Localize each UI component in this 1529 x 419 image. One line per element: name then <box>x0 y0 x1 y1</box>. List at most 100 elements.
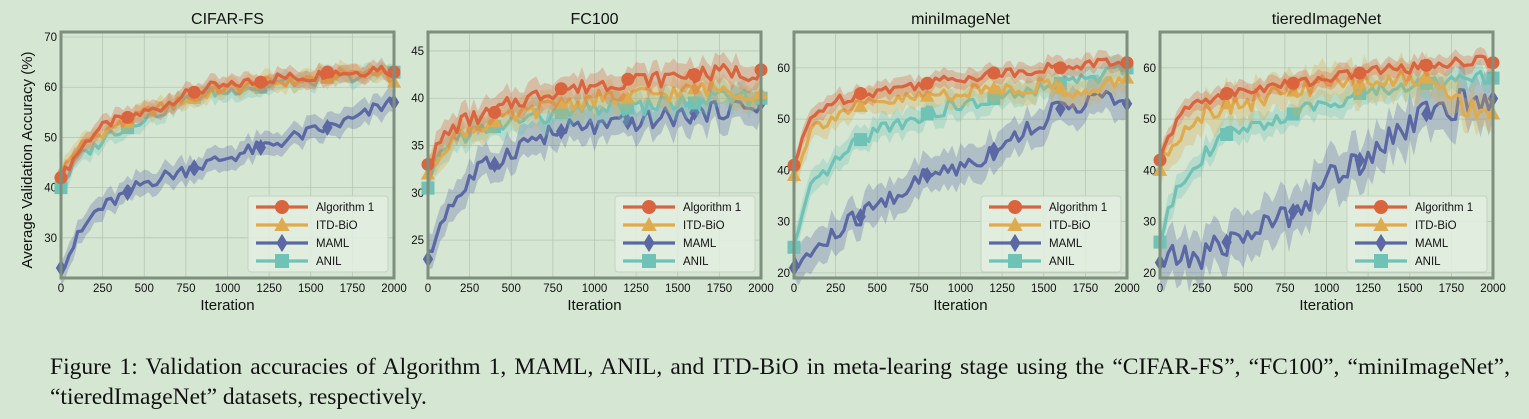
legend-entry: ITD-BiO <box>1355 216 1457 232</box>
legend-label: MAML <box>1049 238 1083 250</box>
x-tick-label: 1500 <box>1031 283 1057 295</box>
data-point <box>621 101 635 115</box>
data-point <box>255 139 266 156</box>
legend-marker <box>276 233 288 253</box>
x-tick-label: 250 <box>1192 283 1211 295</box>
data-point <box>1219 96 1234 110</box>
series-maml <box>55 85 400 288</box>
legend-label: MAML <box>316 238 350 250</box>
legend-marker <box>275 200 289 214</box>
x-tick-label: 250 <box>93 283 112 295</box>
legend-entry: Algorithm 1 <box>1355 200 1473 214</box>
confidence-band <box>61 85 394 288</box>
legend-entry: MAML <box>623 233 717 253</box>
legend-box <box>1346 195 1488 273</box>
legend-entry: MAML <box>1355 233 1449 253</box>
legend-entry: ANIL <box>1355 254 1441 268</box>
legend-label: ANIL <box>316 256 342 268</box>
data-point <box>620 90 635 104</box>
plot-frame <box>426 30 763 280</box>
x-tick-label: 2000 <box>1480 283 1506 295</box>
y-tick-label: 20 <box>1143 268 1156 280</box>
series-line <box>1159 87 1495 270</box>
data-point <box>622 113 633 131</box>
x-tick-label: 2000 <box>748 283 774 295</box>
data-point <box>920 88 935 102</box>
panel-cifar-fs: 0 250 500 750 1000 1250 1500 1750 2000 30 40 50 60 70… <box>44 11 407 314</box>
legend-entry: ANIL <box>256 254 342 268</box>
legend-entry: MAML <box>989 233 1083 253</box>
plot-frame <box>1158 30 1495 280</box>
chart-title: FC100 <box>570 11 618 28</box>
data-point <box>854 87 868 100</box>
confidence-band <box>428 68 761 190</box>
x-tick-label: 750 <box>176 283 195 295</box>
legend-label: MAML <box>1415 238 1449 250</box>
x-tick-label: 500 <box>135 283 154 295</box>
legend-entry: ANIL <box>623 254 709 268</box>
data-point <box>986 80 1001 94</box>
legend-entry: ANIL <box>989 254 1075 268</box>
panel-miniimagenet: 0 250 500 750 1000 1250 1500 1750 2000 20 30 40 50 60… <box>777 11 1140 314</box>
y-tick-label: 70 <box>44 32 57 44</box>
confidence-band <box>794 65 1127 186</box>
data-point <box>1419 58 1433 72</box>
legend-marker <box>1375 233 1387 253</box>
legend-marker <box>642 200 656 214</box>
legend-label: ITD-BiO <box>683 220 725 232</box>
series-line <box>426 80 762 177</box>
figure-caption: Figure 1: Validation accuracies of Algor… <box>50 354 1510 410</box>
x-tick-label: 1250 <box>256 283 282 295</box>
series-line <box>792 62 1129 245</box>
data-point <box>988 141 999 159</box>
data-point <box>487 114 502 128</box>
x-tick-label: 0 <box>425 283 431 295</box>
legend-label: Algorithm 1 <box>683 202 741 214</box>
data-point <box>122 184 133 202</box>
x-tick-label: 1750 <box>340 283 366 295</box>
x-tick-label: 1500 <box>1397 283 1423 295</box>
x-tick-label: 1750 <box>1439 283 1465 295</box>
confidence-band <box>794 50 1127 174</box>
data-point <box>922 167 933 184</box>
data-point <box>920 107 934 121</box>
data-point <box>554 105 568 119</box>
data-point <box>1286 107 1300 121</box>
legend-entry: ITD-BiO <box>989 216 1091 232</box>
data-point <box>689 103 700 121</box>
confidence-band <box>428 52 761 184</box>
x-tick-label: 1750 <box>1073 283 1099 295</box>
legend: Algorithm 1 ITD-BiO MAML ANIL <box>247 195 389 273</box>
y-tick-label: 50 <box>777 114 790 126</box>
y-tick-label: 60 <box>44 82 57 94</box>
legend-label: ITD-BiO <box>1049 220 1091 232</box>
data-point <box>1220 128 1234 141</box>
legend-marker <box>1008 254 1022 268</box>
data-point <box>1353 66 1367 80</box>
x-tick-label: 1000 <box>582 283 608 295</box>
data-point <box>687 68 701 82</box>
data-point <box>554 82 568 96</box>
data-point <box>322 118 333 136</box>
legend-marker <box>1374 200 1388 214</box>
legend-entry: Algorithm 1 <box>256 200 374 214</box>
data-point <box>854 133 868 147</box>
data-point <box>987 92 1001 106</box>
data-point <box>187 85 201 99</box>
data-point <box>621 72 635 86</box>
data-point <box>1421 105 1432 123</box>
x-tick-label: 250 <box>460 283 479 295</box>
data-point <box>1354 151 1365 169</box>
series-line <box>426 62 763 172</box>
legend: Algorithm 1 ITD-BiO MAML ANIL <box>614 195 756 273</box>
y-tick-label: 30 <box>44 233 57 245</box>
series-itd-bio <box>786 65 1135 186</box>
legend-marker <box>274 216 290 231</box>
data-point <box>254 75 268 89</box>
y-tick-label: 25 <box>411 235 424 247</box>
legend-box <box>614 195 756 273</box>
series-line <box>792 75 1129 175</box>
legend-label: Algorithm 1 <box>1049 202 1107 214</box>
x-tick-label: 0 <box>791 283 797 295</box>
y-tick-label: 60 <box>1143 63 1156 75</box>
